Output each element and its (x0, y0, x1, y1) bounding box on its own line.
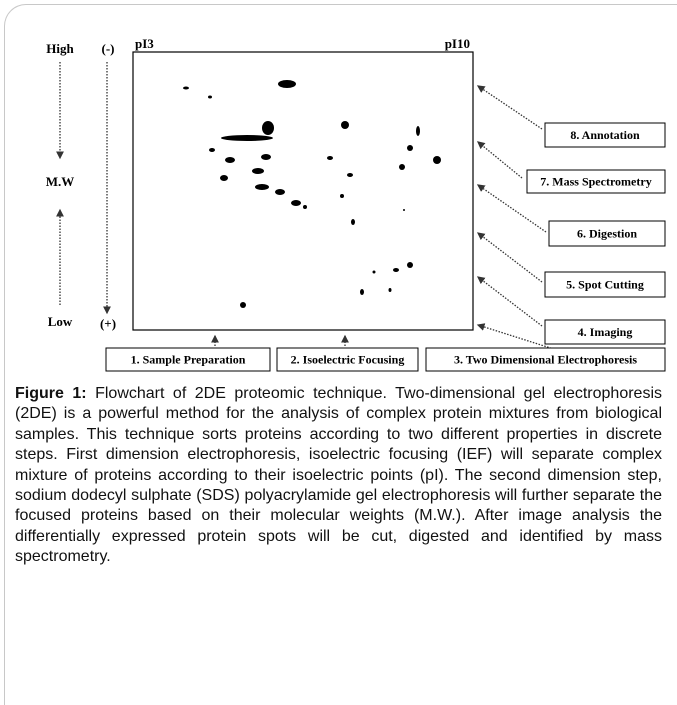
step-label: 5. Spot Cutting (566, 277, 644, 291)
gel-left-label: pI3 (135, 36, 154, 51)
flowchart: High (-) M.W Low (+) pI3 pI10 1. Sample (0, 0, 677, 380)
step-label: 6. Digestion (577, 226, 637, 240)
mw-label: M.W (46, 174, 75, 189)
step-label: 7. Mass Spectrometry (540, 174, 651, 188)
high-label: High (46, 41, 74, 56)
gel-image (133, 52, 473, 330)
figure-label: Figure 1: (15, 385, 87, 402)
page: {"gel": {"left_label": "pI3", "right_lab… (0, 0, 677, 641)
step-label: 8. Annotation (570, 128, 640, 142)
gel-right-label: pI10 (445, 36, 470, 51)
minus-label: (-) (102, 41, 115, 56)
step-label: 3. Two Dimensional Electrophoresis (454, 352, 637, 366)
low-label: Low (48, 314, 73, 329)
step-label: 4. Imaging (578, 325, 633, 339)
figure-caption: Figure 1: Flowchart of 2DE proteomic tec… (15, 384, 662, 568)
plus-label: (+) (100, 316, 116, 331)
step-label: 2. Isoelectric Focusing (291, 352, 405, 366)
caption-text: Flowchart of 2DE proteomic technique. Tw… (15, 385, 662, 565)
step-label: 1. Sample Preparation (131, 352, 246, 366)
